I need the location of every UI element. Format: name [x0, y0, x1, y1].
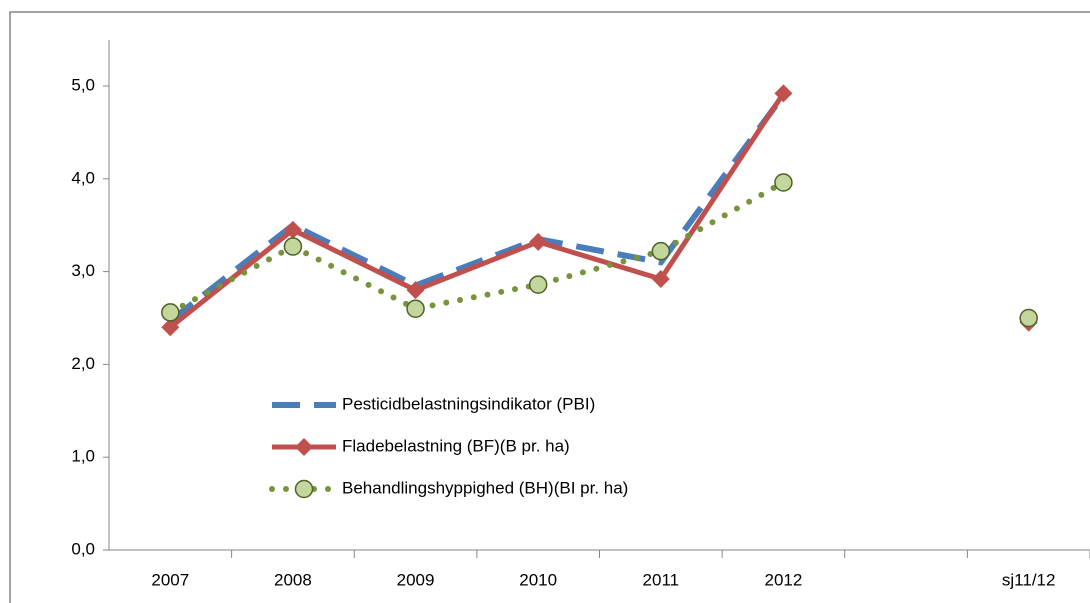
x-tick-label: 2012: [765, 570, 803, 589]
circle-marker: [651, 241, 671, 261]
x-tick-label: 2011: [643, 570, 680, 589]
x-tick-label: 2010: [519, 570, 557, 589]
circle-marker: [283, 237, 303, 256]
diamond-marker: [406, 281, 425, 300]
circle-marker: [528, 275, 548, 294]
diamond-marker: [161, 318, 180, 337]
circle-marker: [406, 299, 425, 318]
diamond-marker: [774, 84, 793, 103]
legend-label: Fladebelastning (BF)(B pr. ha): [342, 436, 570, 455]
diamond-marker: [529, 232, 548, 251]
x-tick-label: sj11/12: [1002, 570, 1056, 589]
diamond-marker: [283, 220, 302, 239]
y-tick-label: 2,0: [71, 354, 95, 373]
circle-marker: [161, 303, 180, 322]
legend-label: Behandlingshyppighed (BH)(BI pr. ha): [342, 478, 628, 497]
y-tick-label: 1,0: [71, 447, 95, 466]
y-tick-label: 0,0: [71, 539, 95, 558]
diamond-marker: [651, 270, 670, 289]
circle-marker: [774, 173, 793, 192]
series-line: [168, 93, 786, 324]
x-tick-label: 2008: [274, 570, 312, 589]
circle-marker: [1019, 308, 1038, 328]
y-tick-label: 4,0: [71, 168, 95, 187]
legend-label: Pesticidbelastningsindikator (PBI): [342, 394, 595, 413]
diamond-marker: [295, 438, 313, 456]
x-tick-label: 2009: [397, 570, 435, 589]
x-tick-label: 2007: [151, 570, 189, 589]
y-tick-label: 5,0: [71, 75, 95, 94]
y-tick-label: 3,0: [71, 261, 95, 280]
circle-marker: [294, 479, 314, 499]
